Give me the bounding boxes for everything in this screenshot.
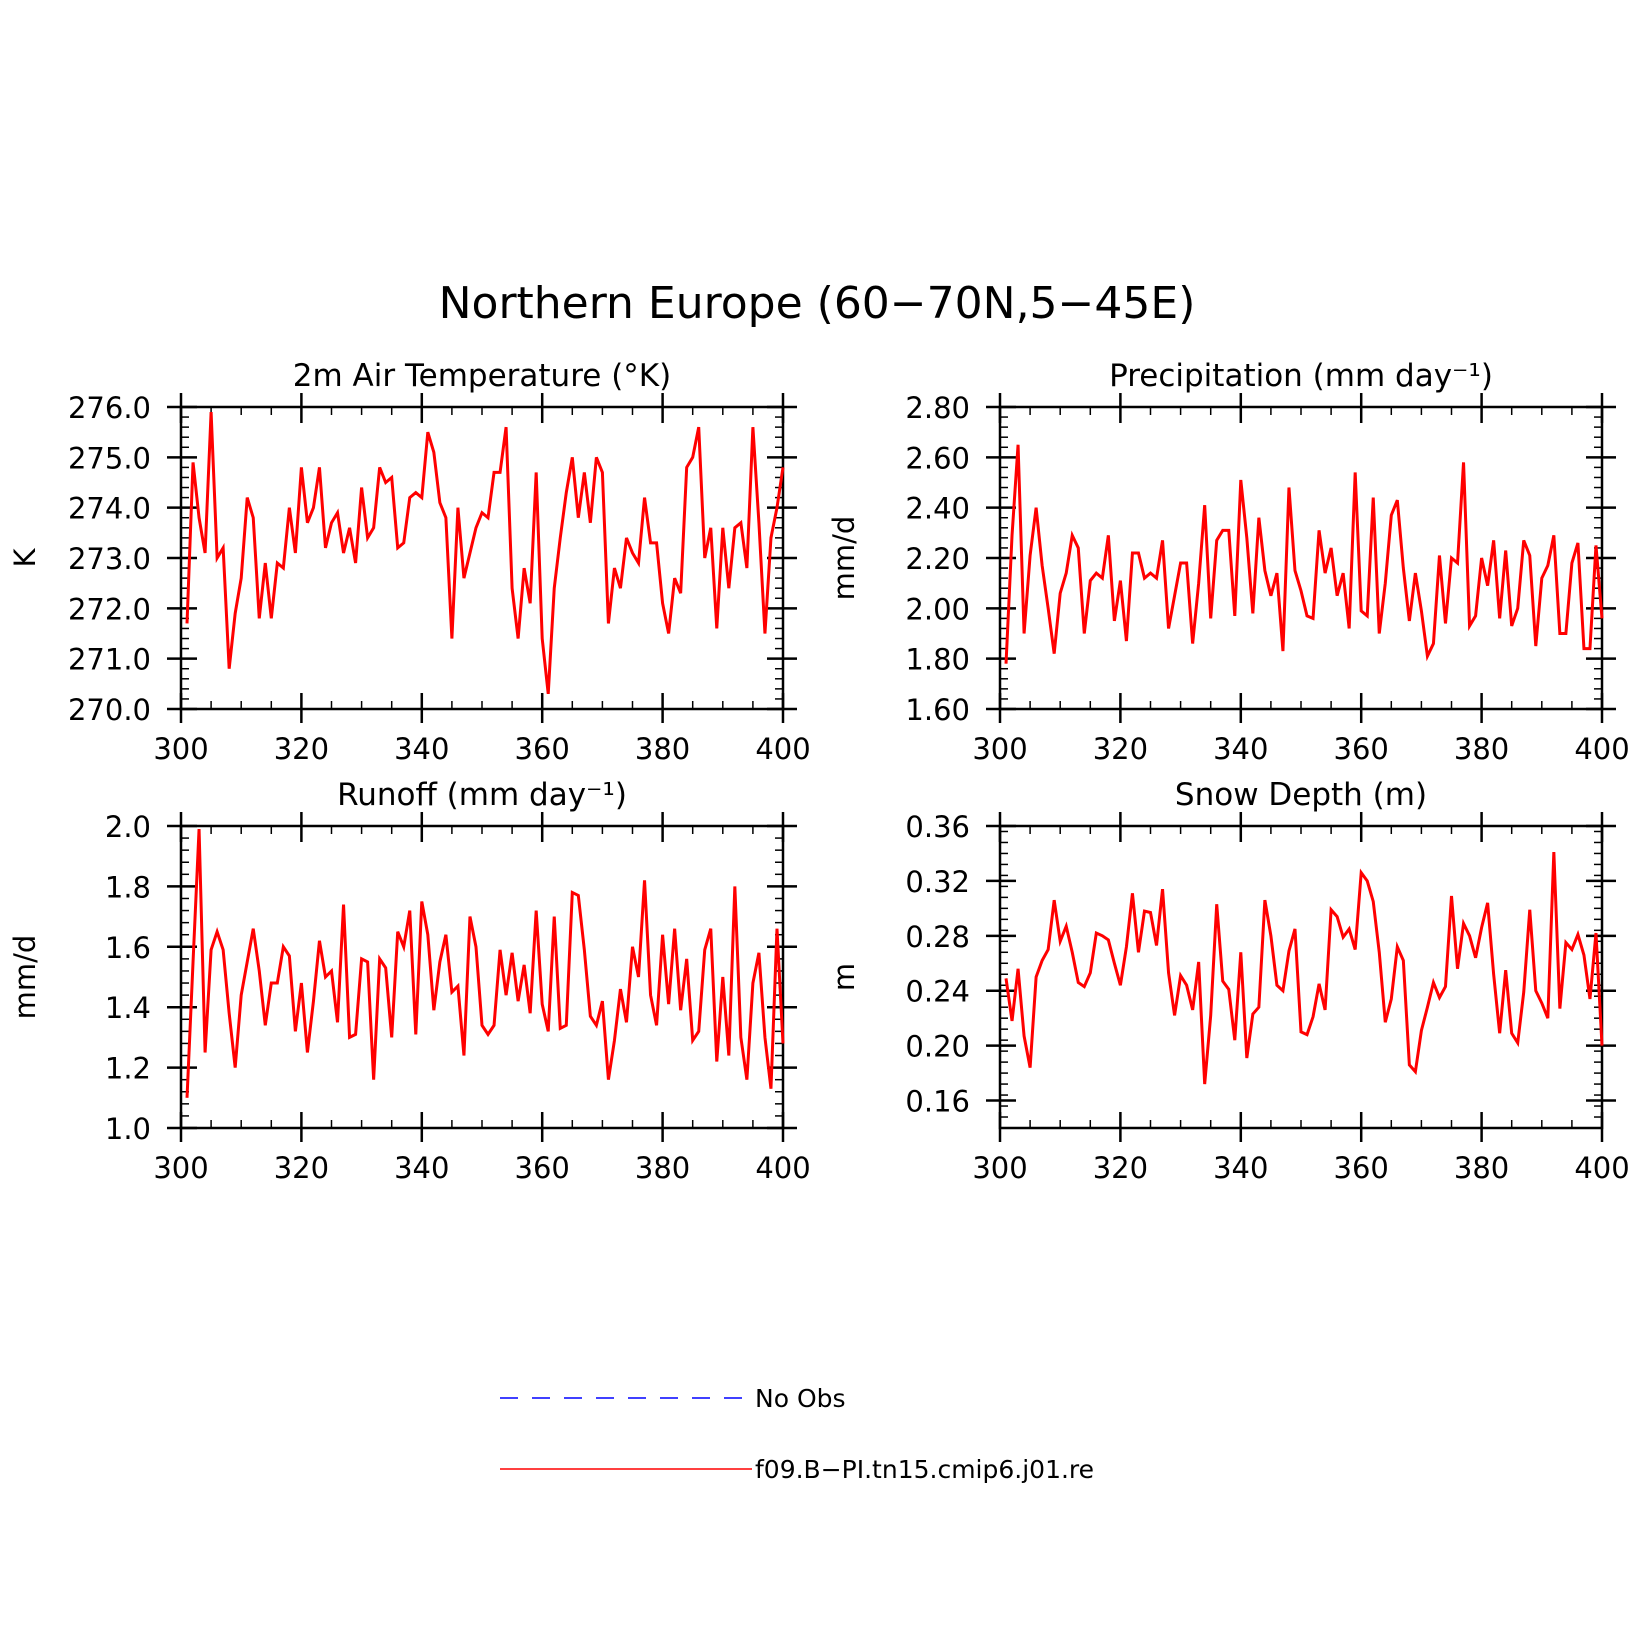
x-tick-label: 400 — [1574, 732, 1629, 766]
y-tick-label: 275.0 — [68, 441, 151, 475]
x-tick-label: 360 — [1334, 732, 1389, 766]
x-tick-label: 360 — [515, 1151, 570, 1185]
y-axis-label: K — [8, 548, 42, 568]
x-tick-label: 300 — [972, 1151, 1027, 1185]
y-tick-label: 2.00 — [905, 592, 970, 626]
panel-title: 2m Air Temperature (°K) — [293, 358, 671, 394]
main-title: Northern Europe (60−70N,5−45E) — [439, 278, 1196, 329]
plot-frame — [179, 824, 785, 1130]
y-tick-label: 1.60 — [905, 693, 970, 727]
panel-title: Runoff (mm day⁻¹) — [337, 777, 627, 813]
x-tick-label: 300 — [972, 732, 1027, 766]
x-tick-label: 360 — [515, 732, 570, 766]
y-tick-label: 2.60 — [905, 441, 970, 475]
panel-air-temperature: 2m Air Temperature (°K) 300 320 340 360 380 40… — [8, 358, 811, 766]
x-tick-label: 400 — [755, 732, 810, 766]
legend-label-model: f09.B−PI.tn15.cmip6.j01.re — [755, 1455, 1094, 1484]
x-tick-label: 340 — [1213, 1151, 1268, 1185]
y-tick-label: 274.0 — [68, 492, 151, 526]
y-tick-label: 272.0 — [68, 592, 151, 626]
y-tick-label: 1.80 — [905, 643, 970, 677]
y-axis-label: mm/d — [8, 935, 42, 1020]
y-tick-label: 0.36 — [905, 810, 970, 844]
x-tick-label: 320 — [274, 1151, 329, 1185]
x-tick-label: 340 — [1213, 732, 1268, 766]
plot-frame — [998, 824, 1604, 1130]
y-axis-label: m — [827, 963, 861, 991]
legend-label-obs: No Obs — [755, 1384, 846, 1413]
panel-snow-depth: Snow Depth (m) 300 320 340 360 380 400 0.16 0.20… — [827, 777, 1630, 1185]
series-line — [185, 828, 785, 1098]
y-tick-label: 271.0 — [68, 643, 151, 677]
x-tick-label: 320 — [1093, 1151, 1148, 1185]
x-tick-label: 360 — [1334, 1151, 1389, 1185]
y-tick-label: 0.20 — [905, 1030, 970, 1064]
series-line — [1004, 444, 1604, 664]
x-tick-label: 380 — [1454, 732, 1509, 766]
x-tick-label: 320 — [274, 732, 329, 766]
plot-frame — [998, 405, 1604, 711]
panel-runoff: Runoff (mm day⁻¹) 300 320 340 360 380 400 1.0 1.… — [8, 777, 811, 1185]
x-tick-label: 380 — [1454, 1151, 1509, 1185]
x-tick-label: 300 — [153, 732, 208, 766]
panel-title: Precipitation (mm day⁻¹) — [1109, 358, 1493, 394]
y-tick-label: 0.24 — [905, 975, 970, 1009]
x-tick-label: 340 — [394, 1151, 449, 1185]
y-tick-label: 1.4 — [105, 991, 151, 1025]
x-tick-label: 380 — [635, 1151, 690, 1185]
x-tick-label: 300 — [153, 1151, 208, 1185]
x-tick-label: 400 — [755, 1151, 810, 1185]
y-tick-label: 270.0 — [68, 693, 151, 727]
x-tick-label: 380 — [635, 732, 690, 766]
y-tick-label: 2.40 — [905, 492, 970, 526]
y-axis-label: mm/d — [827, 516, 861, 601]
series-line — [185, 411, 785, 695]
y-tick-label: 1.0 — [105, 1112, 151, 1146]
y-tick-label: 273.0 — [68, 542, 151, 576]
y-tick-label: 1.2 — [105, 1052, 151, 1086]
series-line — [1004, 852, 1604, 1085]
y-tick-label: 1.8 — [105, 870, 151, 904]
panel-precipitation: Precipitation (mm day⁻¹) 300 320 340 360 380 4… — [827, 358, 1630, 766]
y-tick-label: 2.20 — [905, 542, 970, 576]
y-tick-label: 0.32 — [905, 865, 970, 899]
legend: No Obs f09.B−PI.tn15.cmip6.j01.re — [500, 1384, 1094, 1484]
x-tick-label: 340 — [394, 732, 449, 766]
x-tick-label: 400 — [1574, 1151, 1629, 1185]
y-tick-label: 0.16 — [905, 1085, 970, 1119]
y-tick-label: 1.6 — [105, 931, 151, 965]
x-tick-label: 320 — [1093, 732, 1148, 766]
y-tick-label: 0.28 — [905, 920, 970, 954]
panels: 2m Air Temperature (°K) 300 320 340 360 380 40… — [8, 358, 1630, 1185]
y-tick-label: 276.0 — [68, 391, 151, 425]
y-tick-label: 2.0 — [105, 810, 151, 844]
y-tick-label: 2.80 — [905, 391, 970, 425]
panel-title: Snow Depth (m) — [1175, 777, 1427, 813]
